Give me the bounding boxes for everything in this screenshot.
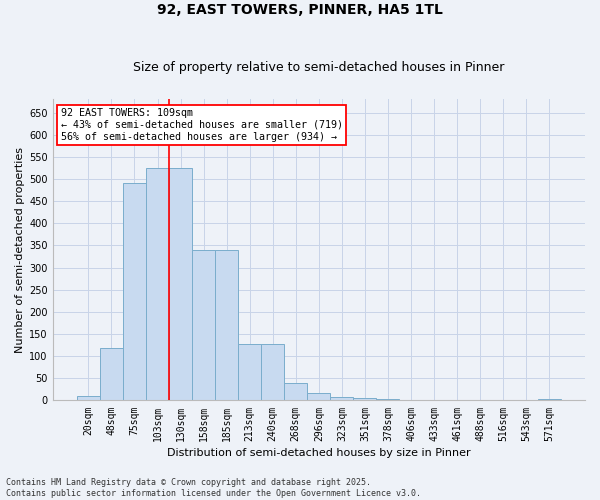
X-axis label: Distribution of semi-detached houses by size in Pinner: Distribution of semi-detached houses by … bbox=[167, 448, 470, 458]
Bar bbox=[284, 382, 307, 400]
Y-axis label: Number of semi-detached properties: Number of semi-detached properties bbox=[15, 147, 25, 353]
Bar bbox=[169, 168, 192, 400]
Bar bbox=[353, 398, 376, 400]
Bar bbox=[538, 399, 561, 400]
Bar bbox=[77, 396, 100, 400]
Title: Size of property relative to semi-detached houses in Pinner: Size of property relative to semi-detach… bbox=[133, 62, 505, 74]
Bar bbox=[261, 344, 284, 401]
Bar bbox=[100, 348, 123, 401]
Text: Contains HM Land Registry data © Crown copyright and database right 2025.
Contai: Contains HM Land Registry data © Crown c… bbox=[6, 478, 421, 498]
Text: 92, EAST TOWERS, PINNER, HA5 1TL: 92, EAST TOWERS, PINNER, HA5 1TL bbox=[157, 2, 443, 16]
Bar bbox=[146, 168, 169, 400]
Bar bbox=[307, 394, 331, 400]
Bar bbox=[376, 399, 400, 400]
Bar bbox=[215, 250, 238, 400]
Text: 92 EAST TOWERS: 109sqm
← 43% of semi-detached houses are smaller (719)
56% of se: 92 EAST TOWERS: 109sqm ← 43% of semi-det… bbox=[61, 108, 343, 142]
Bar bbox=[331, 397, 353, 400]
Bar bbox=[123, 184, 146, 400]
Bar bbox=[192, 250, 215, 400]
Bar bbox=[238, 344, 261, 401]
